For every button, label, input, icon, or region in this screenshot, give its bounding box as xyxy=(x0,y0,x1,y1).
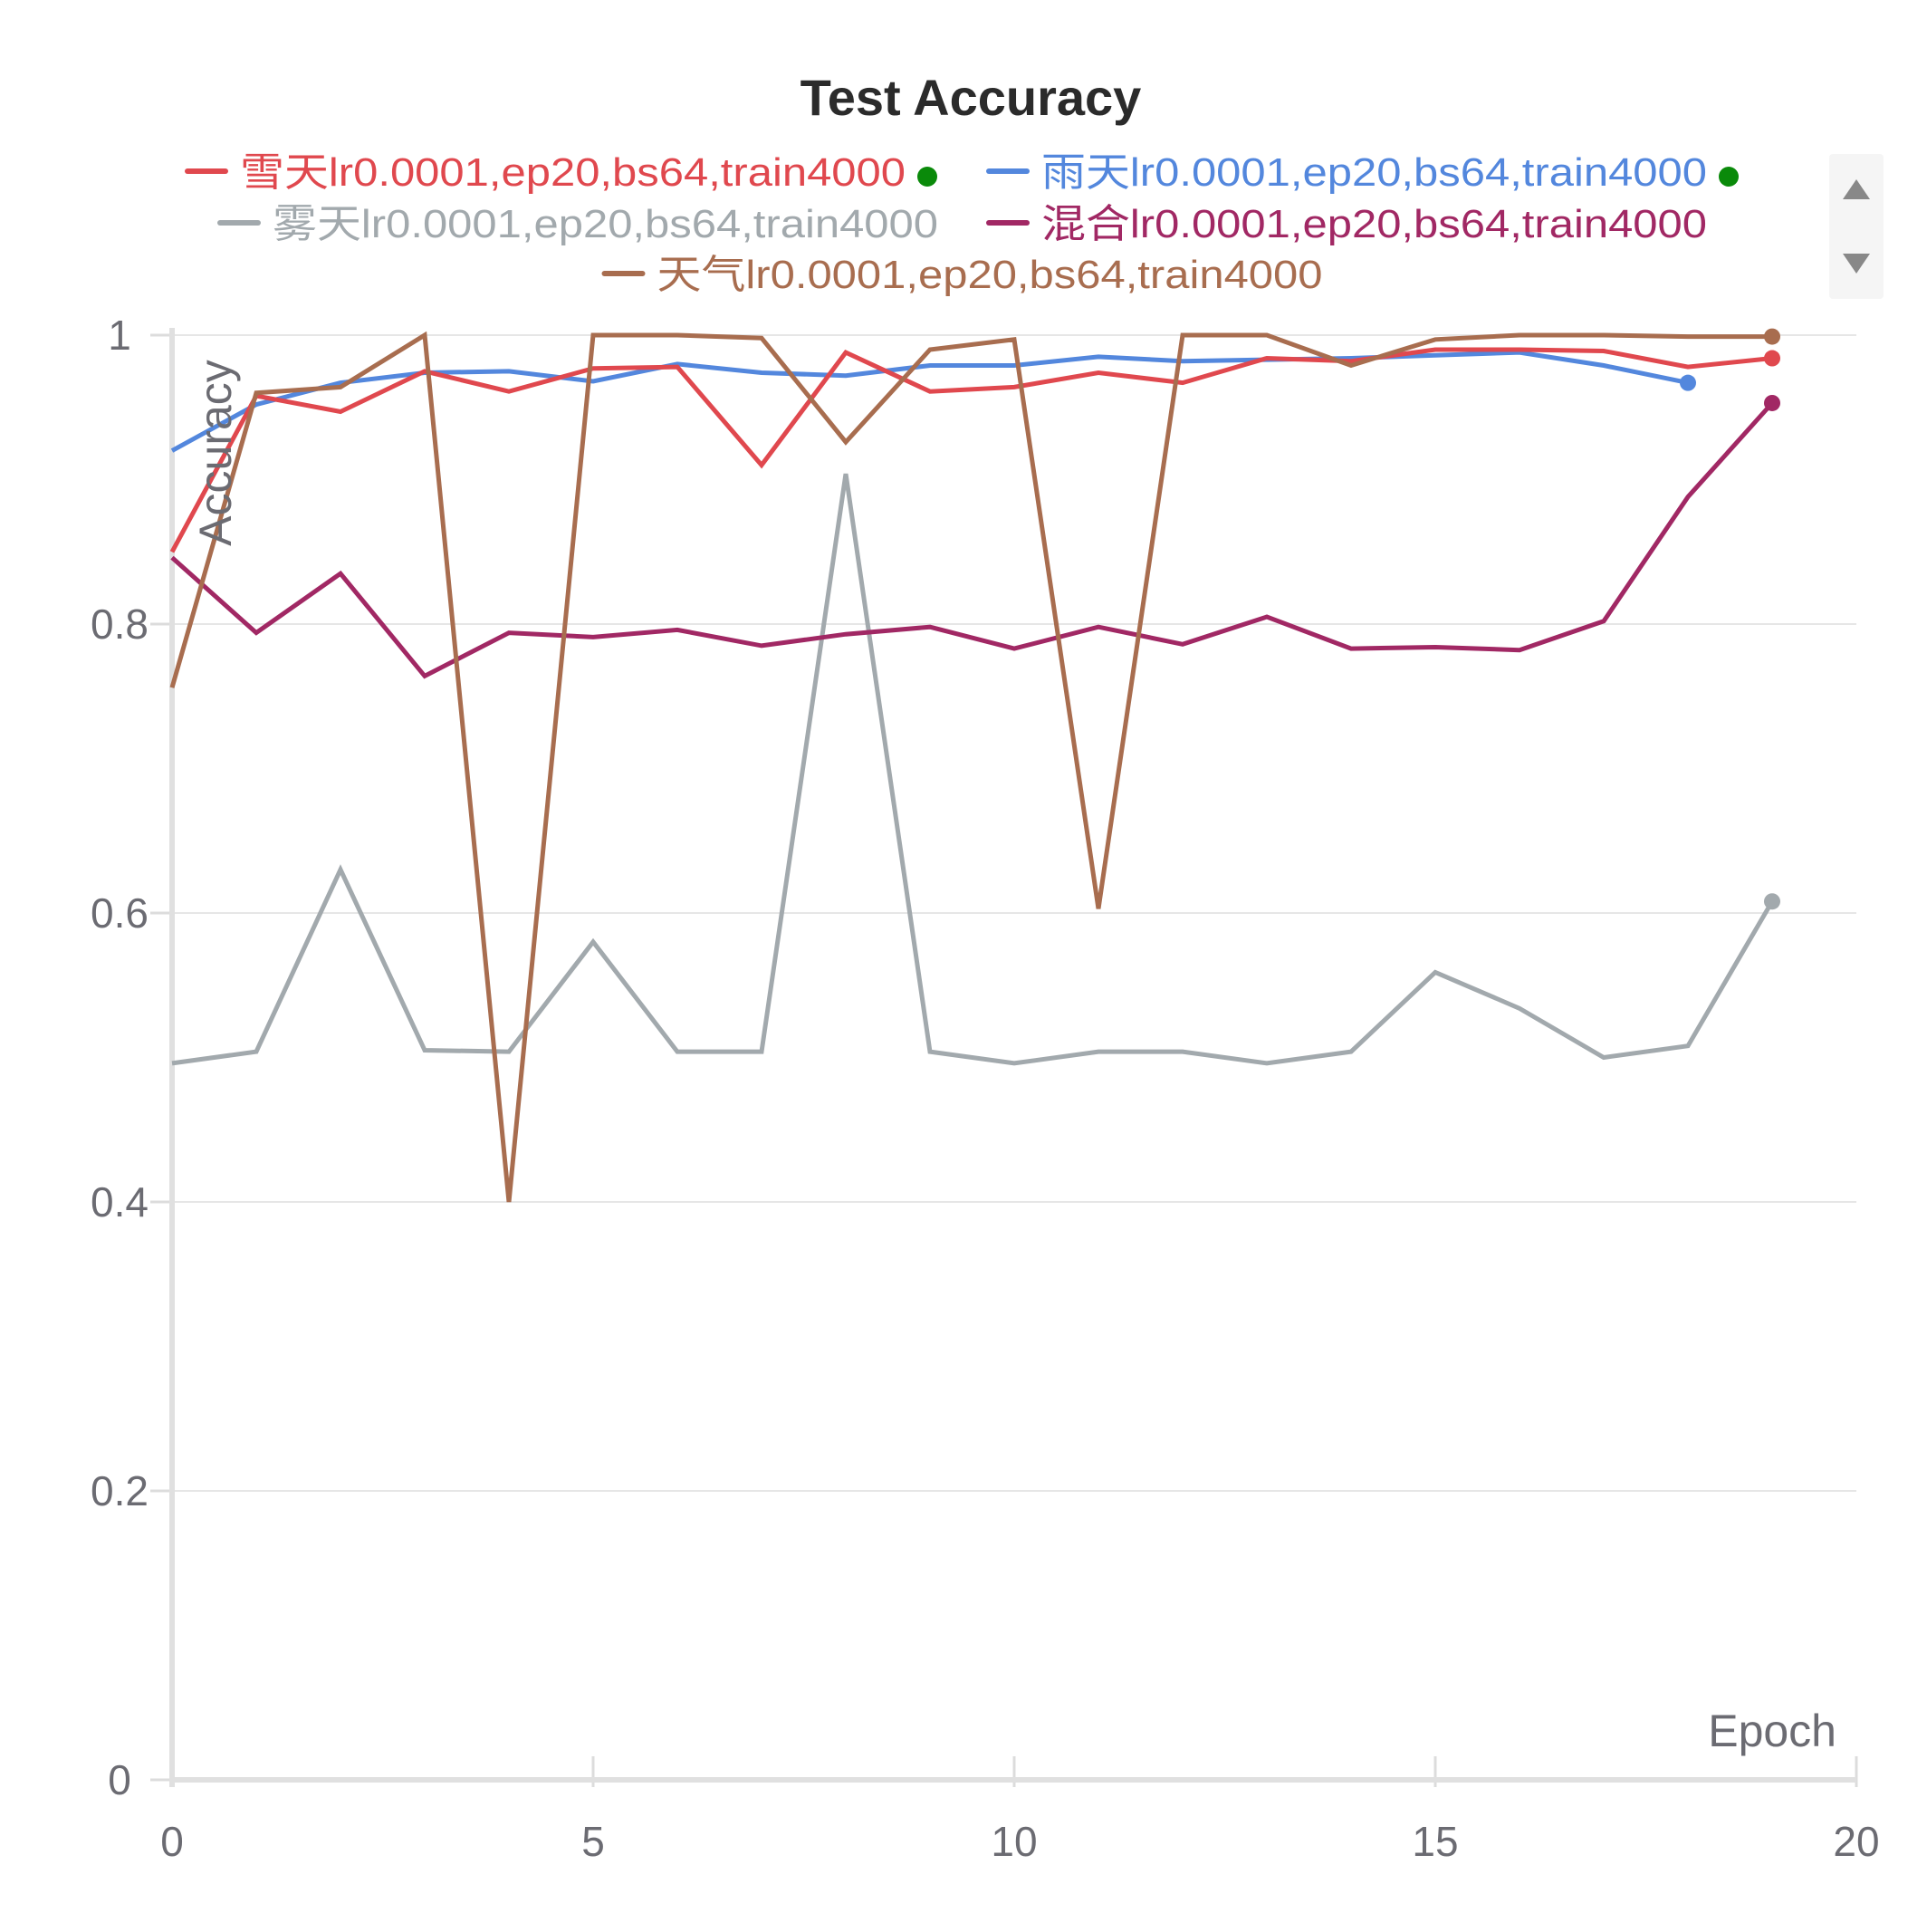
x-tick-label: 10 xyxy=(991,1818,1037,1865)
legend: 雪天lr0.0001,ep20,bs64,train4000 雨天lr0.0001… xyxy=(185,150,1739,297)
legend-scroll-controls xyxy=(1829,154,1884,299)
legend-label: 雪天lr0.0001,ep20,bs64,train4000 xyxy=(240,150,906,195)
series-line[interactable] xyxy=(169,331,1772,1203)
legend-label: 混合lr0.0001,ep20,bs64,train4000 xyxy=(1041,202,1707,246)
legend-item[interactable]: 雾天lr0.0001,ep20,bs64,train4000 xyxy=(217,202,938,246)
y-tick-label: 0 xyxy=(108,1756,131,1803)
axes: 00.20.40.60.810 5 10 15 20 xyxy=(91,312,1880,1865)
y-tick-label: 0.2 xyxy=(91,1467,149,1514)
series-line[interactable] xyxy=(170,350,1689,453)
series-line[interactable] xyxy=(170,401,1774,679)
series-end-point xyxy=(1764,328,1780,345)
series-end-point xyxy=(1764,350,1780,367)
series-end-point xyxy=(1680,374,1696,391)
legend-label: 雾天lr0.0001,ep20,bs64,train4000 xyxy=(273,202,938,246)
grid-lines xyxy=(172,334,1856,1492)
legend-item[interactable]: 混合lr0.0001,ep20,bs64,train4000 xyxy=(986,202,1707,246)
series-line[interactable] xyxy=(169,347,1773,553)
x-axis-label: Epoch xyxy=(1708,1706,1836,1756)
y-tick-label: 0.8 xyxy=(91,601,149,648)
status-dot-icon xyxy=(1719,167,1739,187)
x-tick-label: 5 xyxy=(581,1818,605,1865)
series-lines xyxy=(169,328,1780,1203)
legend-item[interactable]: 雨天lr0.0001,ep20,bs64,train4000 xyxy=(986,150,1739,195)
series-end-point xyxy=(1764,394,1780,411)
y-tick-label: 1 xyxy=(108,312,131,359)
x-tick-label: 20 xyxy=(1833,1818,1879,1865)
legend-label: 天气lr0.0001,ep20,bs64,train4000 xyxy=(657,253,1323,297)
series-end-point xyxy=(1764,893,1780,910)
x-tick-label: 0 xyxy=(160,1818,184,1865)
triangle-down-icon[interactable] xyxy=(1843,254,1870,274)
chart-title: Test Accuracy xyxy=(801,69,1142,126)
y-tick-label: 0.4 xyxy=(91,1178,149,1226)
legend-label: 雨天lr0.0001,ep20,bs64,train4000 xyxy=(1041,150,1707,195)
status-dot-icon xyxy=(917,167,937,187)
triangle-up-icon[interactable] xyxy=(1843,179,1870,199)
x-tick-label: 15 xyxy=(1412,1818,1458,1865)
series-line[interactable] xyxy=(171,473,1775,1066)
y-axis-label: Accuracy xyxy=(190,360,241,546)
legend-item[interactable]: 雪天lr0.0001,ep20,bs64,train4000 xyxy=(185,150,937,195)
legend-scroll-panel xyxy=(1829,154,1884,299)
y-tick-label: 0.6 xyxy=(91,889,149,937)
legend-item[interactable]: 天气lr0.0001,ep20,bs64,train4000 xyxy=(601,253,1323,297)
